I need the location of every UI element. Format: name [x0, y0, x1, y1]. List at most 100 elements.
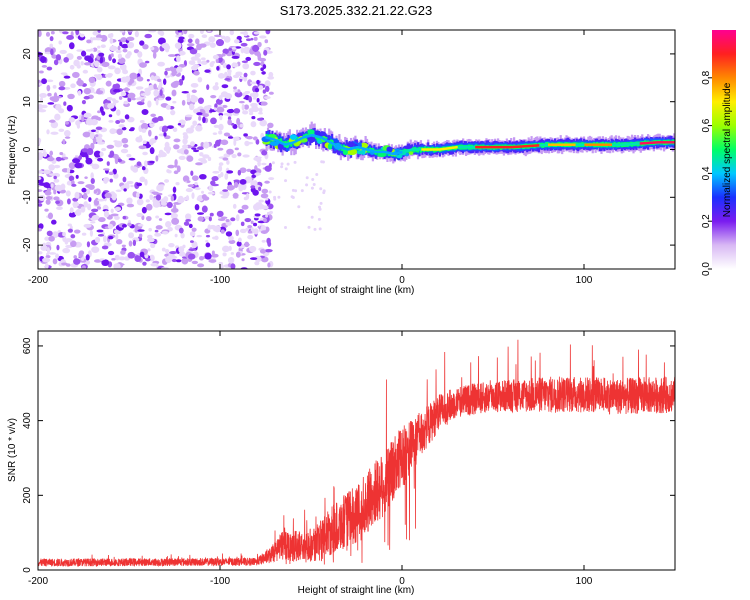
noise-speck: [250, 185, 256, 189]
track-core: [370, 149, 373, 152]
noise-speck: [253, 228, 259, 235]
x-tick-label: 100: [576, 576, 593, 587]
noise-speck: [55, 156, 62, 162]
track-core: [588, 143, 591, 146]
noise-speck: [198, 256, 205, 261]
noise-speck: [233, 136, 240, 142]
track-core: [341, 146, 344, 150]
noise-speck: [262, 89, 267, 94]
noise-speck: [197, 216, 204, 222]
noise-speck: [82, 69, 89, 74]
track-core: [435, 148, 439, 151]
noise-speck: [85, 188, 91, 195]
noise-speck: [161, 247, 166, 252]
noise-speck: [214, 103, 218, 109]
noise-speck: [70, 83, 76, 89]
noise-speck: [220, 171, 224, 178]
noise-speck: [114, 67, 121, 75]
noise-speck: [241, 60, 249, 64]
noise-speck: [172, 100, 177, 104]
noise-speck: [164, 141, 170, 149]
y-tick-label: 10: [22, 96, 33, 108]
track-core: [416, 148, 420, 151]
noise-speck: [218, 123, 224, 131]
track-core: [563, 143, 567, 146]
noise-speck: [254, 172, 261, 176]
noise-speck: [96, 229, 104, 233]
track-core: [392, 152, 395, 156]
noise-speck: [268, 71, 274, 78]
noise-speck: [73, 258, 81, 265]
noise-speck: [248, 112, 254, 116]
noise-speck: [240, 221, 245, 227]
noise-speck: [75, 174, 79, 179]
track-core: [351, 147, 354, 150]
noise-speck: [41, 78, 47, 85]
noise-speck: [167, 170, 172, 174]
track-core: [600, 143, 603, 146]
track-core: [470, 145, 473, 149]
noise-speck: [38, 176, 42, 180]
track-core: [387, 151, 391, 155]
track-core: [502, 145, 506, 149]
noise-speck: [115, 239, 123, 245]
noise-speck: [92, 47, 98, 52]
noise-speck: [280, 165, 284, 169]
noise-speck: [266, 211, 270, 215]
noise-speck: [118, 256, 126, 261]
noise-speck: [51, 219, 57, 225]
track-core: [504, 145, 507, 149]
noise-speck: [260, 101, 268, 106]
noise-speck: [58, 86, 66, 91]
noise-speck: [238, 185, 244, 192]
noise-speck: [269, 210, 273, 215]
noise-speck: [170, 195, 175, 202]
track-core: [293, 140, 296, 144]
track-core: [368, 149, 372, 152]
track-blob: [396, 154, 403, 159]
noise-speck: [147, 100, 152, 108]
noise-speck: [153, 83, 157, 90]
noise-speck: [52, 258, 58, 265]
noise-speck: [148, 129, 152, 137]
noise-speck: [206, 84, 210, 90]
noise-speck: [38, 251, 43, 255]
noise-speck: [63, 75, 71, 79]
noise-speck: [227, 116, 232, 121]
noise-speck: [222, 189, 228, 192]
track-core: [499, 145, 503, 149]
noise-speck: [45, 199, 51, 205]
noise-speck: [228, 239, 236, 244]
noise-speck: [220, 264, 224, 269]
y-tick-label: -20: [22, 237, 33, 252]
noise-speck: [171, 217, 180, 225]
noise-speck: [221, 216, 228, 219]
snr-series-line: [38, 339, 675, 568]
noise-speck: [165, 96, 172, 101]
noise-speck: [114, 254, 120, 261]
noise-speck: [258, 199, 264, 203]
track-core: [414, 148, 417, 151]
track-core: [547, 143, 551, 146]
track-core: [575, 143, 578, 146]
noise-speck: [186, 92, 191, 100]
track-core: [310, 134, 313, 137]
noise-speck: [168, 242, 175, 248]
noise-speck: [149, 194, 154, 201]
noise-speck: [154, 232, 162, 237]
noise-speck: [173, 170, 179, 175]
noise-speck: [92, 30, 99, 36]
noise-speck: [165, 147, 171, 154]
noise-speck: [119, 119, 126, 123]
track-core: [521, 145, 524, 148]
noise-speck: [149, 138, 154, 146]
track-core: [348, 148, 351, 151]
noise-speck: [190, 82, 199, 88]
noise-speck: [145, 203, 153, 211]
track-core: [374, 150, 377, 154]
track-core: [466, 145, 469, 149]
track-core: [448, 146, 452, 150]
noise-speck: [251, 91, 259, 98]
track-core: [527, 144, 530, 148]
noise-speck: [106, 161, 110, 166]
